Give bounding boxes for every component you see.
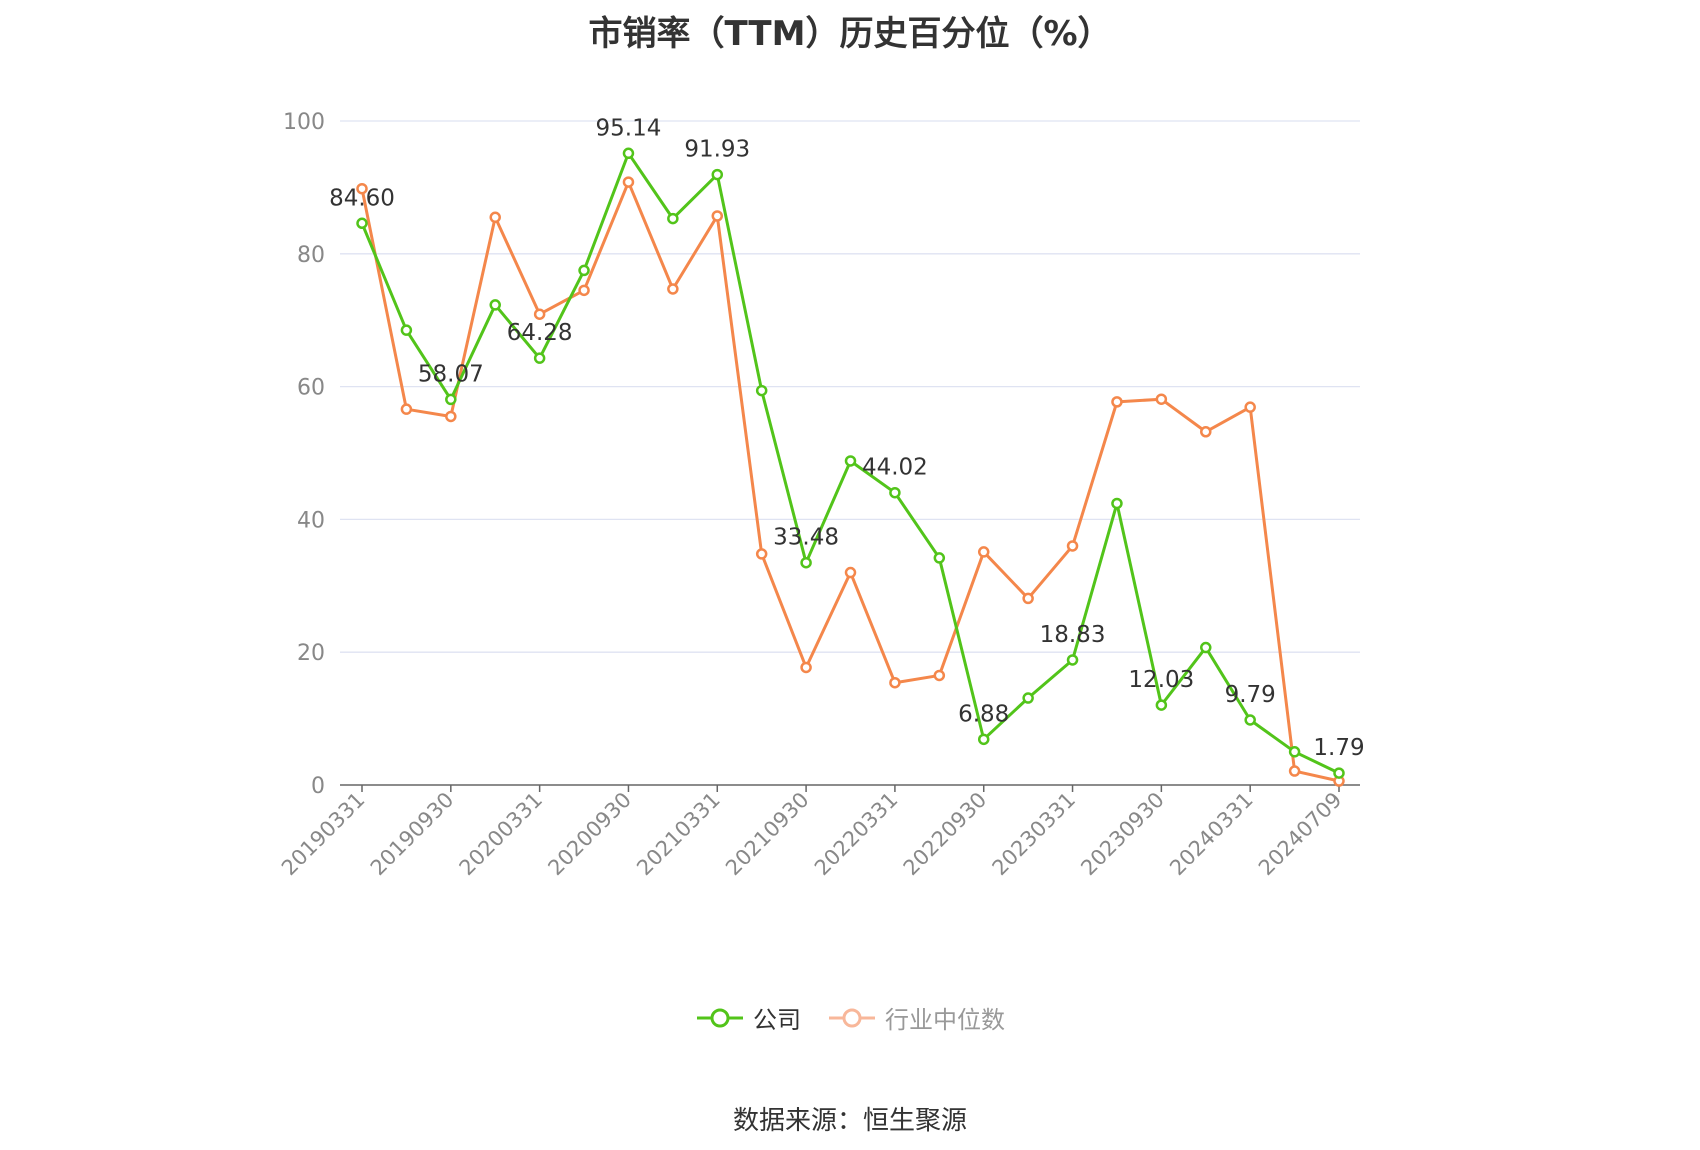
- data-point-company: [533, 352, 546, 364]
- data-point-company: [1155, 699, 1168, 711]
- series-lines: [356, 147, 1345, 787]
- legend: 公司 行业中位数: [0, 1000, 1700, 1035]
- legend-swatch-industry-median: [829, 1008, 875, 1027]
- data-point-industry-median: [1022, 592, 1034, 605]
- data-point-company: [889, 486, 901, 499]
- data-point-company: [1200, 641, 1212, 654]
- data-point-industry-median: [1244, 401, 1256, 413]
- data-point-industry-median: [1111, 396, 1123, 408]
- y-tick-label: 40: [297, 508, 325, 533]
- data-point-industry-median: [933, 669, 946, 682]
- x-tick-label: 20220331: [810, 788, 903, 881]
- x-tick-label: 20190331: [277, 788, 370, 881]
- data-label: 12.03: [1128, 667, 1194, 693]
- data-point-industry-median: [977, 546, 990, 558]
- source-note: 数据来源：恒生聚源: [732, 1106, 967, 1136]
- data-point-industry-median: [445, 410, 457, 423]
- data-label: 6.88: [958, 701, 1009, 727]
- data-point-industry-median: [1066, 540, 1079, 552]
- data-point-company: [400, 324, 413, 336]
- data-point-industry-median: [400, 403, 413, 415]
- x-tick-label: 20230930: [1076, 788, 1169, 881]
- x-tick-label: 20230331: [988, 788, 1081, 881]
- data-labels: 84.60 58.07 64.28 95.14 91.93 33.48 44.02 6.88 1…: [329, 115, 1365, 761]
- legend-swatch-company: [697, 1008, 743, 1027]
- axes: 0 20 40 60 80 100 2019033120190930202003312020…: [277, 110, 1360, 880]
- data-point-industry-median: [800, 661, 812, 674]
- data-point-company: [622, 147, 635, 160]
- data-point-company: [1022, 692, 1034, 704]
- legend-label-industry-median: 行业中位数: [885, 1006, 1005, 1034]
- grid-lines: [340, 120, 1360, 653]
- data-label: 18.83: [1040, 622, 1106, 648]
- x-tick-label: 20200930: [543, 788, 636, 881]
- data-label: 91.93: [684, 137, 750, 163]
- data-point-company: [711, 168, 724, 181]
- legend-item-company[interactable]: 公司: [695, 1000, 801, 1035]
- data-point-company: [933, 552, 946, 564]
- data-point-industry-median: [356, 182, 368, 195]
- data-point-industry-median: [1155, 393, 1168, 405]
- legend-label-company: 公司: [753, 1006, 801, 1034]
- x-tick-label: 20190930: [366, 788, 459, 881]
- data-point-company: [844, 455, 857, 467]
- y-tick-label: 100: [283, 110, 325, 135]
- data-point-industry-median: [578, 284, 590, 297]
- data-point-industry-median: [533, 308, 546, 320]
- data-point-industry-median: [889, 676, 901, 689]
- data-point-industry-median: [1288, 765, 1301, 777]
- data-point-company: [1066, 654, 1079, 666]
- data-label: 84.60: [329, 185, 395, 211]
- x-tick-label: 20210331: [632, 788, 725, 881]
- data-point-industry-median: [844, 566, 857, 579]
- y-tick-label: 20: [297, 641, 325, 666]
- data-label: 95.14: [596, 115, 662, 141]
- data-point-company: [489, 299, 501, 311]
- x-tick-label: 20210930: [721, 788, 814, 881]
- data-label: 33.48: [773, 525, 839, 551]
- legend-item-industry-median[interactable]: 行业中位数: [827, 1000, 1005, 1035]
- x-tick-label: 20240331: [1165, 788, 1258, 881]
- data-point-company: [667, 212, 679, 225]
- data-point-industry-median: [1200, 426, 1212, 438]
- data-point-industry-median: [755, 548, 768, 560]
- x-tick-label: 20200331: [455, 788, 548, 881]
- data-label: 9.79: [1225, 682, 1276, 708]
- data-point-company: [445, 393, 457, 406]
- data-label: 64.28: [507, 320, 573, 346]
- data-point-industry-median: [667, 283, 679, 295]
- data-point-company: [1244, 714, 1256, 726]
- data-label: 44.02: [862, 455, 928, 481]
- data-point-company: [1333, 767, 1345, 779]
- data-point-industry-median: [622, 176, 635, 188]
- data-point-company: [356, 217, 368, 230]
- y-tick-label: 80: [297, 243, 325, 268]
- data-point-company: [578, 264, 590, 277]
- data-label: 1.79: [1313, 735, 1364, 761]
- data-point-company: [755, 384, 768, 397]
- y-tick-label: 60: [297, 376, 325, 401]
- x-tick-label: 20220930: [899, 788, 992, 881]
- y-tick-label: 0: [311, 774, 325, 799]
- data-point-industry-median: [711, 210, 724, 222]
- data-point-company: [800, 556, 812, 569]
- data-point-company: [1288, 746, 1301, 758]
- data-point-company: [977, 733, 990, 746]
- data-label: 58.07: [418, 361, 484, 387]
- chart-title: 市销率（TTM）历史百分位（%）: [588, 14, 1112, 54]
- data-point-company: [1111, 497, 1123, 510]
- data-point-industry-median: [489, 211, 501, 224]
- x-tick-label: 20240709: [1254, 788, 1347, 881]
